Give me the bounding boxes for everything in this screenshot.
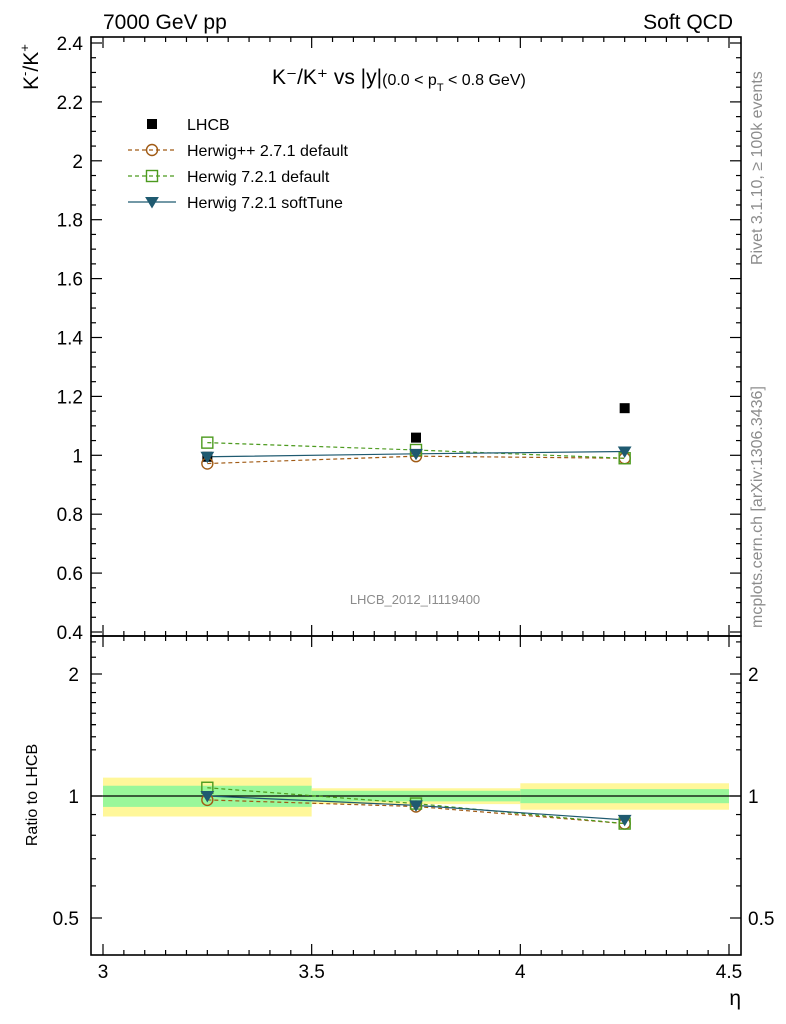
ratio-axis-label: Ratio to LHCB: [24, 744, 41, 846]
ratio-tick-label-right: 2: [748, 665, 759, 686]
legend-marker: [145, 143, 159, 157]
y-label-sup2: +: [17, 44, 32, 52]
y-tick-label: 2.2: [57, 93, 83, 114]
ratio-tick-label-left: 0.5: [53, 909, 79, 930]
x-tick-label: 3: [98, 962, 109, 983]
analysis-id: LHCB_2012_I1119400: [350, 592, 480, 607]
y-tick-label: 2: [72, 152, 83, 173]
legend-label: Herwig 7.2.1 softTune: [187, 195, 343, 212]
y-tick-label: 1.4: [57, 329, 84, 350]
series-point-main: [200, 451, 215, 464]
y-tick-label: 0.4: [57, 623, 84, 644]
series-markers: [200, 403, 632, 830]
legend-label: Herwig++ 2.7.1 default: [187, 143, 349, 160]
legend-label-lhcb: LHCB: [187, 117, 230, 134]
legend-marker-lhcb: [147, 119, 157, 129]
data-point-lhcb: [619, 403, 630, 414]
y-tick-label: 1.6: [57, 270, 83, 291]
mcplots-label: mcplots.cern.ch [arXiv:1306.3436]: [749, 386, 766, 628]
y-label-k1: K: [20, 76, 43, 90]
rivet-label: Rivet 3.1.10, ≥ 100k events: [749, 71, 766, 265]
x-tick-label: 3.5: [298, 962, 324, 983]
ratio-tick-label-right: 1: [748, 787, 759, 808]
y-label-mid: /K: [20, 52, 43, 72]
chart-title-main: K⁻/K⁺ vs |y|: [272, 66, 382, 89]
legend-marker: [145, 197, 159, 209]
chart-title-sub-end: < 0.8 GeV): [444, 72, 526, 89]
series-point-main: [409, 448, 423, 461]
header-left: 7000 GeV pp: [103, 11, 227, 34]
chart-title-sub-index: T: [437, 82, 444, 94]
chart-title: K⁻/K⁺ vs |y|(0.0 < pT < 0.8 GeV): [272, 66, 526, 94]
y-label-sup1: -: [17, 72, 32, 76]
y-tick-label: 2.4: [57, 34, 84, 55]
header-right: Soft QCD: [643, 11, 733, 34]
y-tick-label: 1.8: [57, 211, 83, 232]
ratio-tick-label-left: 1: [68, 787, 79, 808]
y-tick-label: 1: [72, 446, 83, 467]
x-tick-label: 4: [515, 962, 526, 983]
x-axis-label: η: [729, 987, 741, 1010]
series-point-ratio: [200, 791, 215, 803]
data-point-lhcb: [411, 432, 421, 443]
y-tick-label: 0.6: [57, 564, 83, 585]
series-point-main: [201, 436, 214, 449]
legend-label: Herwig 7.2.1 default: [187, 169, 330, 186]
ratio-tick-label-left: 2: [68, 665, 79, 686]
series-point-ratio: [617, 814, 632, 827]
legend: LHCB Herwig++ 2.7.1 default Herwig 7.2.1 d…: [128, 117, 349, 212]
legend-marker: [145, 169, 159, 183]
series-point-ratio: [409, 800, 423, 812]
y-tick-label: 0.8: [57, 505, 83, 526]
series-point-main: [617, 446, 632, 458]
y-tick-label: 1.2: [57, 387, 83, 408]
x-tick-label: 4.5: [716, 962, 742, 983]
y-axis-label: K-/K+: [17, 44, 43, 90]
chart-title-sub: (0.0 < p: [382, 72, 437, 89]
axes: 0.4 0.6 0.8 1 1.2 1.4 1.6 1.8 2 2.2 2.4 0.5 0.5 1 1 2 2 3…: [53, 34, 775, 1010]
ratio-tick-label-right: 0.5: [748, 909, 774, 930]
